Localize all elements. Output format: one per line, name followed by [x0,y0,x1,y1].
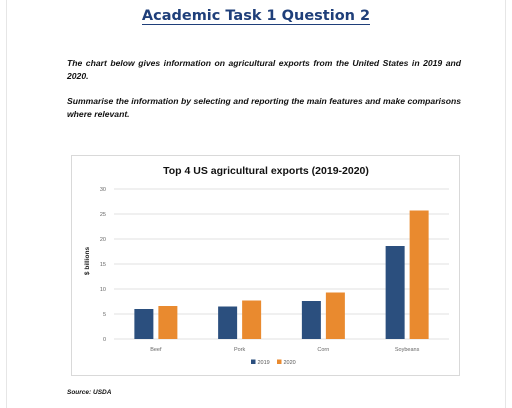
bar-chart: 0 5 10 15 20 25 30 Beef Pork Corn Soybeans Top 4 … [84,165,449,366]
page-title-text: Academic Task 1 Question 2 [141,8,371,25]
y-tick-label: 5 [103,312,106,318]
bar-corn-2019 [301,301,321,339]
x-tick-labels: Beef Pork Corn Soybeans [150,347,419,353]
x-tick-label: Pork [234,347,246,353]
bar-soybeans-2019 [385,246,405,339]
source-note: Source: USDA [67,389,112,396]
y-axis-label: $ billions [84,247,91,276]
legend: 2019 2020 [251,359,296,366]
legend-swatch-2019 [251,359,256,364]
instruction-paragraph: Summarise the information by selecting a… [67,96,461,119]
legend-label: 2020 [284,360,296,366]
y-tick-label: 10 [100,287,106,293]
y-tick-label: 0 [103,337,106,343]
bars [134,210,429,339]
document-page: Academic Task 1 Question 2 The chart bel… [6,0,506,408]
y-tick-labels: 0 5 10 15 20 25 30 [100,187,106,343]
x-tick-label: Beef [150,347,162,353]
bar-pork-2019 [218,306,238,339]
y-tick-label: 25 [100,212,106,218]
chart-container: 0 5 10 15 20 25 30 Beef Pork Corn Soybeans Top 4 … [71,155,460,376]
x-tick-label: Corn [317,347,329,353]
y-tick-label: 15 [100,262,106,268]
bar-corn-2020 [325,292,345,339]
bar-beef-2020 [158,306,178,339]
x-tick-label: Soybeans [395,347,420,353]
intro-paragraph: The chart below gives information on agr… [67,58,461,81]
bar-beef-2019 [134,309,154,339]
y-tick-label: 30 [100,187,106,193]
legend-label: 2019 [258,360,270,366]
bar-soybeans-2020 [409,210,429,339]
chart-title: Top 4 US agricultural exports (2019-2020… [163,165,369,177]
bar-pork-2020 [242,300,262,339]
page-title: Academic Task 1 Question 2 [7,8,505,25]
y-tick-label: 20 [100,237,106,243]
legend-swatch-2020 [277,359,282,364]
